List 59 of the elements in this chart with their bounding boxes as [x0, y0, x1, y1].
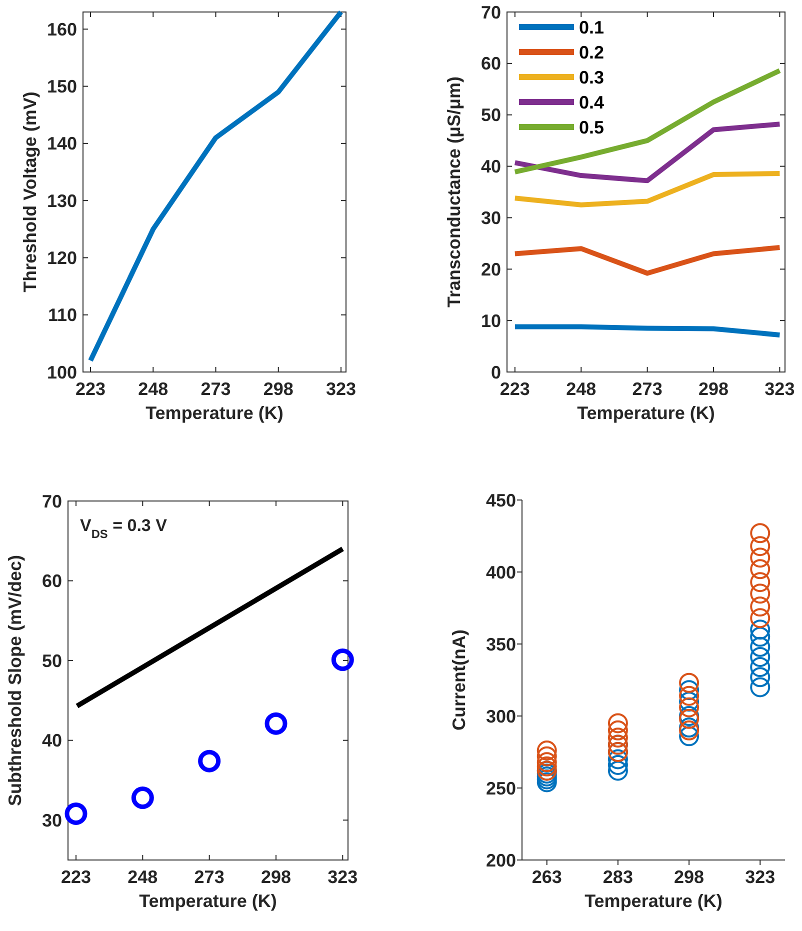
x-tick-label: 273	[632, 379, 662, 399]
y-tick-label: 300	[486, 706, 516, 726]
x-tick-label: 248	[128, 867, 158, 887]
y-tick-label: 40	[480, 156, 501, 177]
y-tick-label: 60	[42, 571, 62, 592]
y-tick-label: 60	[480, 54, 501, 74]
y-tick-label: 70	[480, 2, 501, 22]
x-tick-label: 298	[698, 379, 729, 399]
y-tick-label: 200	[486, 850, 516, 870]
y-tick-label: 350	[486, 634, 516, 654]
y-tick-label: 20	[480, 259, 501, 280]
x-tick-label: 323	[328, 867, 358, 887]
x-tick-label: 298	[674, 867, 704, 887]
x-axis-title: Temperature (K)	[577, 403, 715, 423]
x-tick-label: 248	[566, 379, 596, 399]
y-tick-label: 130	[46, 190, 77, 211]
y-tick-label: 400	[486, 562, 516, 582]
x-tick-label: 323	[745, 867, 776, 887]
y-tick-label: 10	[480, 310, 501, 331]
y-tick-label: 450	[486, 490, 516, 510]
y-tick-label: 100	[46, 362, 77, 382]
legend-label: 0.5	[579, 117, 604, 138]
x-tick-label: 223	[75, 379, 106, 399]
x-tick-label: 323	[764, 379, 795, 399]
y-tick-label: 30	[42, 810, 62, 830]
y-tick-label: 250	[486, 778, 516, 798]
y-tick-label: 150	[46, 76, 77, 97]
y-tick-label: 160	[46, 19, 77, 40]
x-tick-label: 323	[326, 379, 356, 399]
x-tick-label: 273	[194, 867, 224, 887]
x-axis-title: Temperature (K)	[584, 891, 722, 911]
x-tick-label: 298	[263, 379, 294, 399]
y-tick-label: 0	[490, 362, 501, 382]
legend-label: 0.3	[579, 67, 604, 88]
x-tick-label: 263	[532, 867, 562, 887]
x-tick-label: 248	[138, 379, 168, 399]
legend-label: 0.2	[579, 42, 604, 62]
y-tick-label: 50	[480, 105, 501, 126]
x-axis-title: Temperature (K)	[146, 403, 284, 423]
y-tick-label: 50	[42, 650, 62, 671]
annotation: V$_{DS}$ = 0.3 V	[80, 516, 168, 541]
x-tick-label: 298	[260, 867, 292, 887]
x-tick-label: 273	[200, 379, 231, 399]
x-axis-title: Temperature (K)	[139, 891, 277, 911]
y-tick-label: 70	[42, 491, 62, 512]
y-tick-label: 140	[46, 134, 77, 154]
x-tick-label: 283	[602, 867, 633, 887]
legend-label: 0.1	[579, 17, 604, 38]
y-axis-title: Transconductance (μS/μm)	[444, 76, 464, 308]
y-tick-label: 30	[480, 208, 501, 228]
y-tick-label: 110	[48, 305, 77, 326]
y-tick-label: 120	[46, 248, 77, 268]
legend-label: 0.4	[579, 92, 604, 112]
y-axis-title: Threshold Voltage (mV)	[20, 92, 40, 292]
y-tick-label: 40	[42, 730, 62, 751]
x-tick-label: 223	[500, 379, 530, 399]
y-axis-title: Current(nA)	[449, 630, 469, 730]
x-tick-label: 223	[60, 867, 92, 887]
y-axis-title: Subthreshold Slope (mV/dec)	[5, 554, 25, 806]
